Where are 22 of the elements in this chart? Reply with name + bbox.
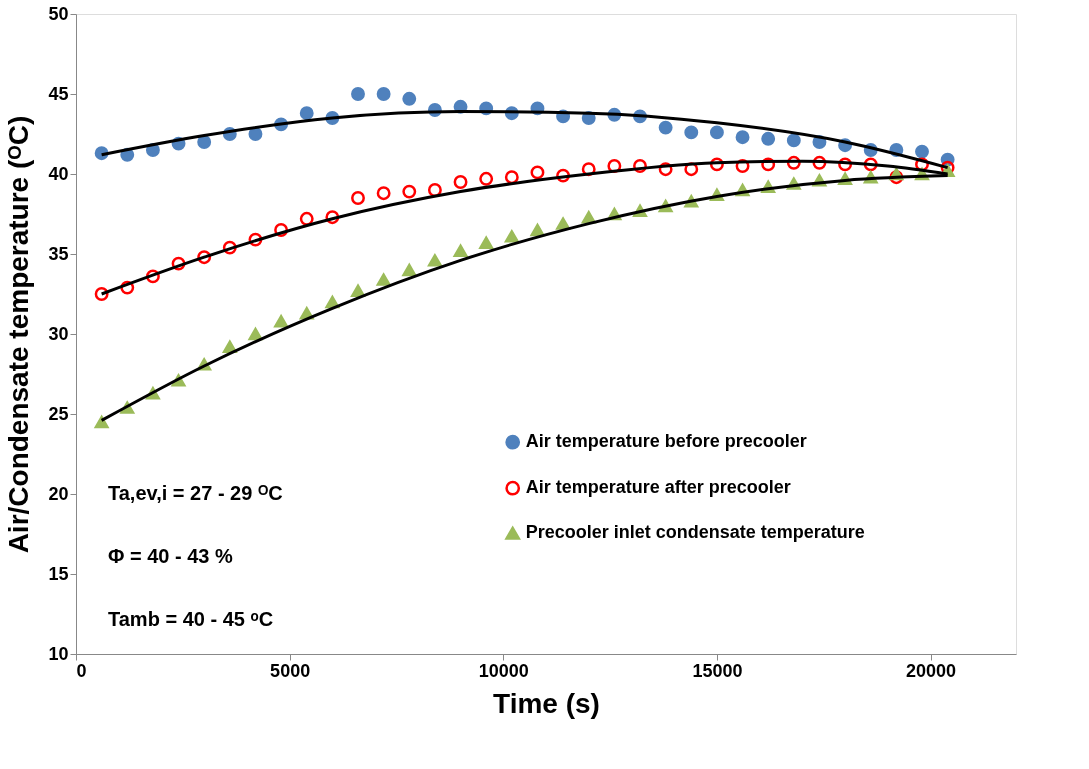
annotation: Tamb = 40 - 45 ᵒC xyxy=(108,608,274,630)
y-tick-label: 30 xyxy=(48,323,69,344)
legend-label: Air temperature before precooler xyxy=(525,431,807,452)
x-tick-label: 10000 xyxy=(478,660,529,681)
x-axis-title: Time (s) xyxy=(493,687,600,719)
x-tick-label: 0 xyxy=(76,660,87,681)
x-tick-label: 5000 xyxy=(270,660,311,681)
y-tick-label: 45 xyxy=(48,83,69,104)
y-tick-label: 50 xyxy=(48,3,69,24)
annotation: Φ = 40 - 43 % xyxy=(108,545,234,567)
x-tick-label: 20000 xyxy=(906,660,957,681)
legend-label: Precooler inlet condensate temperature xyxy=(525,522,865,543)
y-tick-label: 10 xyxy=(48,643,69,664)
y-tick-label: 15 xyxy=(48,563,69,584)
y-tick-label: 40 xyxy=(48,163,69,184)
y-tick-label: 25 xyxy=(48,403,69,424)
y-axis-title: Air/Condensate temperature (ᴼC) xyxy=(3,115,35,554)
x-tick-label: 15000 xyxy=(692,660,743,681)
y-tick-label: 20 xyxy=(48,483,69,504)
y-tick-label: 35 xyxy=(48,243,69,264)
annotation: Ta,ev,i = 27 - 29 ᴼC xyxy=(108,482,283,504)
legend-label: Air temperature after precooler xyxy=(525,477,791,498)
